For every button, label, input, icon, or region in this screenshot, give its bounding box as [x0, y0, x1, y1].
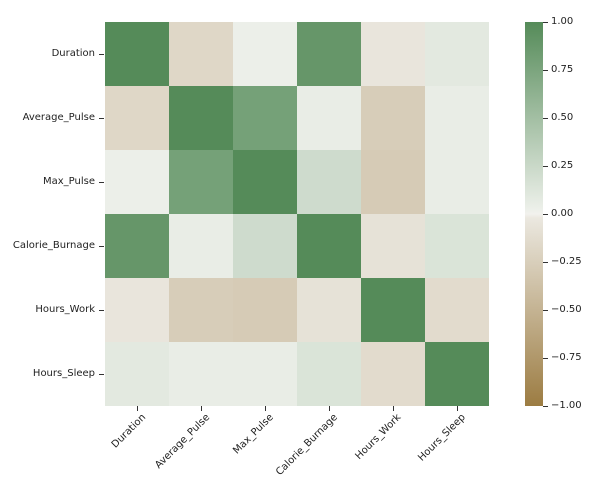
x-tick-mark — [137, 406, 138, 411]
heatmap-cell — [105, 86, 169, 150]
colorbar-tick-label: −0.50 — [551, 304, 582, 315]
heatmap-cell — [105, 150, 169, 214]
colorbar-tick-label: −1.00 — [551, 400, 582, 411]
y-tick-label: Hours_Sleep — [32, 368, 95, 379]
heatmap-cell — [233, 150, 297, 214]
colorbar-tick-label: 0.50 — [551, 112, 574, 123]
colorbar-tick-mark — [543, 214, 548, 215]
heatmap-cell — [297, 22, 361, 86]
colorbar-tick-mark — [543, 262, 548, 263]
y-tick-mark — [99, 246, 104, 247]
y-tick-mark — [99, 182, 104, 183]
heatmap-cell — [425, 86, 489, 150]
y-tick-mark — [99, 374, 104, 375]
colorbar-tick-mark — [543, 406, 548, 407]
y-tick-label: Calorie_Burnage — [12, 240, 95, 251]
x-tick-label: Duration — [109, 412, 148, 451]
x-tick-mark — [201, 406, 202, 411]
heatmap-cell — [297, 278, 361, 342]
heatmap-cell — [169, 86, 233, 150]
heatmap-cell — [425, 150, 489, 214]
heatmap-cell — [361, 342, 425, 406]
colorbar-tick-mark — [543, 166, 548, 167]
heatmap-cell — [361, 150, 425, 214]
x-tick-label: Average_Pulse — [152, 412, 212, 471]
x-tick-label: Hours_Work — [353, 412, 404, 462]
heatmap-cell — [169, 150, 233, 214]
heatmap-cell — [105, 214, 169, 278]
heatmap-cell — [233, 214, 297, 278]
heatmap-grid — [105, 22, 489, 406]
heatmap-cell — [169, 342, 233, 406]
heatmap-cell — [425, 342, 489, 406]
heatmap-cell — [169, 214, 233, 278]
heatmap-cell — [105, 342, 169, 406]
colorbar-tick-mark — [543, 22, 548, 23]
colorbar-tick-label: −0.25 — [551, 256, 582, 267]
colorbar-tick-mark — [543, 358, 548, 359]
x-tick-label: Hours_Sleep — [416, 412, 468, 464]
y-tick-mark — [99, 118, 104, 119]
x-tick-mark — [457, 406, 458, 411]
y-tick-label: Hours_Work — [35, 304, 95, 315]
heatmap-cell — [297, 150, 361, 214]
heatmap-cell — [233, 342, 297, 406]
colorbar-tick-label: 0.75 — [551, 64, 574, 75]
x-tick-label: Max_Pulse — [231, 412, 276, 457]
heatmap-cell — [105, 22, 169, 86]
heatmap-cell — [169, 278, 233, 342]
colorbar-tick-label: 0.25 — [551, 160, 574, 171]
colorbar-tick-mark — [543, 118, 548, 119]
heatmap-cell — [425, 278, 489, 342]
colorbar-tick-label: 1.00 — [551, 16, 574, 27]
colorbar-tick-mark — [543, 310, 548, 311]
heatmap-cell — [297, 342, 361, 406]
y-tick-label: Max_Pulse — [42, 176, 95, 187]
colorbar-tick-label: 0.00 — [551, 208, 574, 219]
heatmap-cell — [425, 22, 489, 86]
x-tick-mark — [329, 406, 330, 411]
y-tick-label: Duration — [51, 48, 95, 59]
heatmap-cell — [169, 22, 233, 86]
colorbar-tick-label: −0.75 — [551, 352, 582, 363]
y-tick-mark — [99, 310, 104, 311]
x-tick-mark — [393, 406, 394, 411]
heatmap-cell — [233, 86, 297, 150]
y-tick-label: Average_Pulse — [22, 112, 95, 123]
heatmap-cell — [297, 214, 361, 278]
x-tick-label: Calorie_Burnage — [273, 412, 340, 478]
heatmap-cell — [425, 214, 489, 278]
heatmap-cell — [233, 278, 297, 342]
colorbar-tick-mark — [543, 70, 548, 71]
heatmap-cell — [361, 214, 425, 278]
heatmap-cell — [105, 278, 169, 342]
y-tick-mark — [99, 54, 104, 55]
heatmap-cell — [297, 86, 361, 150]
x-tick-mark — [265, 406, 266, 411]
heatmap-cell — [233, 22, 297, 86]
colorbar-gradient — [525, 22, 543, 406]
heatmap-cell — [361, 22, 425, 86]
heatmap-cell — [361, 278, 425, 342]
heatmap-cell — [361, 86, 425, 150]
